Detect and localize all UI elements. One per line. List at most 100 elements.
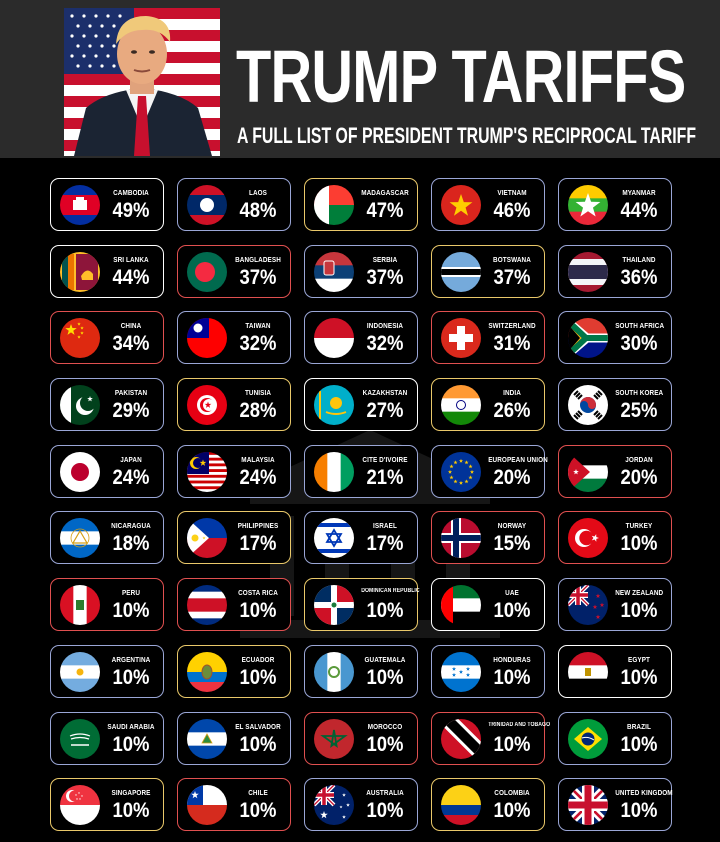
el-salvador-flag-icon bbox=[187, 718, 227, 759]
country-name: COSTA RICA bbox=[238, 588, 278, 598]
tariff-card: ECUADOR 10% bbox=[177, 644, 291, 698]
country-name: GUATEMALA bbox=[364, 654, 406, 664]
costa-rica-flag-icon bbox=[187, 585, 227, 626]
south-korea-flag-icon bbox=[568, 385, 608, 426]
tariff-card: CHILE 10% bbox=[177, 778, 291, 832]
vietnam-flag-icon bbox=[441, 185, 481, 225]
tariff-percent: 37% bbox=[239, 265, 277, 289]
honduras-flag-icon bbox=[441, 651, 481, 692]
portrait-with-us-flag bbox=[64, 8, 220, 156]
us-flag-portrait-icon bbox=[64, 8, 220, 156]
country-name: SRI LANKA bbox=[113, 254, 149, 264]
new-zealand-flag-icon bbox=[568, 585, 608, 626]
tariff-card: TAIWAN 32% bbox=[177, 311, 291, 365]
tariff-percent: 49% bbox=[112, 199, 150, 222]
nicaragua-flag-icon bbox=[60, 518, 100, 559]
tariff-percent: 10% bbox=[620, 732, 658, 756]
country-name: CHILE bbox=[248, 788, 268, 798]
tariff-card: NEW ZEALAND 10% bbox=[558, 578, 672, 632]
country-name: UNITED KINGDOM bbox=[615, 788, 673, 798]
tariff-card: KAZAKHSTAN 27% bbox=[304, 378, 418, 432]
tariff-card: AUSTRALIA 10% bbox=[304, 778, 418, 832]
tariff-percent: 10% bbox=[366, 599, 404, 623]
tariff-card: JAPAN 24% bbox=[50, 444, 164, 498]
tariff-card: BOTSWANA 37% bbox=[431, 244, 545, 298]
tariff-card-grid: CAMBODIA 49% LAOS 48% MADAGASCAR 47% VIETNAM 46… bbox=[50, 178, 673, 832]
tariff-card: NORWAY 15% bbox=[431, 511, 545, 565]
tariff-card: JORDAN 20% bbox=[558, 444, 672, 498]
morocco-flag-icon bbox=[314, 718, 354, 759]
tariff-percent: 26% bbox=[493, 399, 531, 423]
tariff-percent: 34% bbox=[112, 332, 150, 356]
tariff-percent: 36% bbox=[620, 265, 658, 289]
tariff-percent: 46% bbox=[493, 199, 531, 222]
country-name: BRAZIL bbox=[627, 721, 651, 731]
peru-flag-icon bbox=[60, 585, 100, 626]
country-name: PERU bbox=[121, 588, 141, 598]
tariff-percent: 10% bbox=[112, 732, 150, 756]
tariff-percent: 10% bbox=[112, 799, 150, 823]
tariff-percent: 30% bbox=[620, 332, 658, 356]
bangladesh-flag-icon bbox=[187, 251, 227, 292]
country-name: CITE D'IVOIRE bbox=[362, 454, 408, 464]
myanmar-flag-icon bbox=[568, 185, 608, 225]
country-name: JORDAN bbox=[625, 454, 653, 464]
tariff-card: SOUTH KOREA 25% bbox=[558, 378, 672, 432]
country-name: SAUDI ARABIA bbox=[107, 721, 155, 731]
botswana-flag-icon bbox=[441, 251, 481, 292]
tariff-card: UAE 10% bbox=[431, 578, 545, 632]
tariff-card: CAMBODIA 49% bbox=[50, 178, 164, 231]
ecuador-flag-icon bbox=[187, 651, 227, 692]
tariff-card: SAUDI ARABIA 10% bbox=[50, 711, 164, 765]
country-name: TUNISIA bbox=[244, 388, 272, 398]
tariff-percent: 18% bbox=[112, 532, 150, 556]
saudi-arabia-flag-icon bbox=[60, 718, 100, 759]
tariff-percent: 10% bbox=[620, 799, 658, 823]
tariff-card: TRINIDAD AND TOBAGO 10% bbox=[431, 711, 550, 765]
country-name: PAKISTAN bbox=[114, 388, 148, 398]
page-title: TRUMP TARIFFS bbox=[236, 35, 686, 118]
tariff-percent: 17% bbox=[239, 532, 277, 556]
tariff-percent: 15% bbox=[493, 532, 531, 556]
tariff-card: LAOS 48% bbox=[177, 178, 291, 231]
israel-flag-icon bbox=[314, 518, 354, 559]
country-name: SOUTH KOREA bbox=[615, 388, 664, 398]
tariff-card: PAKISTAN 29% bbox=[50, 378, 164, 432]
tariff-percent: 31% bbox=[493, 332, 531, 356]
tariff-card: INDONESIA 32% bbox=[304, 311, 418, 365]
country-name: EL SALVADOR bbox=[235, 721, 281, 731]
country-name: MYANMAR bbox=[622, 188, 656, 197]
tariff-percent: 10% bbox=[493, 799, 531, 823]
tariff-card: NICARAGUA 18% bbox=[50, 511, 164, 565]
country-name: SINGAPORE bbox=[111, 788, 151, 798]
indonesia-flag-icon bbox=[314, 318, 354, 359]
country-name: SWITZERLAND bbox=[488, 321, 536, 331]
united-kingdom-flag-icon bbox=[568, 785, 608, 826]
country-name: DOMINICAN REPUBLIC bbox=[361, 588, 420, 595]
tariff-percent: 10% bbox=[112, 665, 150, 689]
tariff-card: SINGAPORE 10% bbox=[50, 778, 164, 832]
country-name: NORWAY bbox=[497, 521, 527, 531]
tariff-percent: 44% bbox=[620, 199, 658, 222]
tariff-percent: 10% bbox=[493, 665, 531, 689]
sri-lanka-flag-icon bbox=[60, 251, 100, 292]
country-name: SOUTH AFRICA bbox=[615, 321, 665, 331]
madagascar-flag-icon bbox=[314, 185, 354, 225]
tariff-percent: 10% bbox=[366, 799, 404, 823]
tariff-card: MOROCCO 10% bbox=[304, 711, 418, 765]
country-name: BANGLADESH bbox=[235, 254, 281, 264]
cambodia-flag-icon bbox=[60, 185, 100, 225]
tariff-card: BANGLADESH 37% bbox=[177, 244, 291, 298]
country-name: CHINA bbox=[120, 321, 142, 331]
tariff-percent: 24% bbox=[239, 465, 277, 489]
country-name: VIETNAM bbox=[497, 188, 527, 197]
country-name: NICARAGUA bbox=[111, 521, 151, 531]
country-name: NEW ZEALAND bbox=[615, 588, 664, 598]
country-name: HONDURAS bbox=[493, 654, 531, 664]
country-name: ECUADOR bbox=[241, 654, 275, 664]
tariff-percent: 10% bbox=[620, 599, 658, 623]
tariff-percent: 10% bbox=[366, 665, 404, 689]
country-name: INDIA bbox=[503, 388, 521, 398]
country-name: LAOS bbox=[248, 188, 268, 197]
tariff-card: THAILAND 36% bbox=[558, 244, 672, 298]
